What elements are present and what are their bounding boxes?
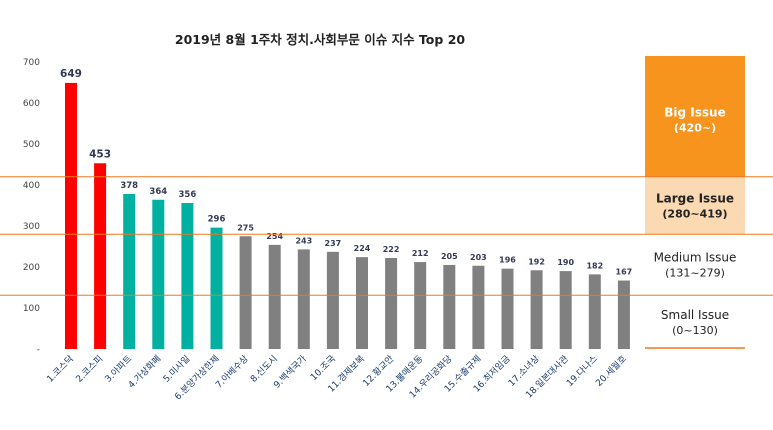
band-range-small-issue: (0~130) [672,324,718,337]
band-label-large-issue: Large Issue [656,192,734,206]
bar-value-label: 203 [470,253,487,262]
bar-value-label: 649 [60,68,82,80]
bar [356,257,368,349]
y-tick-label: 100 [23,304,40,314]
bar-value-label: 196 [499,256,516,265]
bar-value-label: 205 [441,252,458,261]
x-tick-label: 2.코스피 [74,353,105,384]
bar-value-label: 254 [266,232,283,241]
y-tick-label: 700 [23,58,40,68]
band-label-small-issue: Small Issue [661,308,729,322]
x-tick-label: 1.코스닥 [45,353,76,384]
bar [297,249,310,349]
y-tick-label: 400 [23,181,40,191]
bar-value-label: 378 [120,181,138,191]
bar [414,262,427,349]
x-tick-label: 19.다나스 [564,353,599,388]
bar [472,265,485,349]
bar [385,257,398,349]
x-tick-label: 20.세월호 [593,353,629,389]
bar [559,271,572,349]
bar [94,163,107,349]
bar-value-label: 296 [208,215,226,225]
bar-value-label: 237 [325,239,342,248]
band-label-big-issue: Big Issue [664,105,725,119]
bar [123,194,136,349]
bar [530,270,543,349]
band-label-medium-issue: Medium Issue [654,251,737,265]
bar-value-label: 243 [295,236,312,245]
threshold-lines [0,176,773,349]
bar [617,280,630,349]
bar [152,199,165,349]
issue-bands: Big Issue (420~) Large Issue (280~419) Mediu… [645,56,745,349]
bar-value-label: 356 [179,190,197,200]
bar [501,268,514,349]
bar [181,203,194,349]
y-tick-label: 200 [23,263,40,273]
band-range-large-issue: (280~419) [662,208,727,221]
value-labels: 649 453 378 364 356 296 275 254 243 237 224 222 212 2… [60,68,632,277]
x-tick-label: 10.조국 [308,353,338,383]
y-tick-label: - [37,345,40,355]
band-big-issue [645,56,745,177]
bar-value-label: 224 [354,244,371,253]
band-small-issue [645,295,745,349]
band-large-issue [645,176,745,235]
bar-value-label: 182 [586,261,603,270]
bar-value-label: 190 [557,258,574,267]
y-tick-label: 500 [23,140,40,150]
y-axis: - 100 200 300 400 500 600 700 [23,58,40,355]
bar [210,227,223,349]
bar-value-label: 275 [237,223,254,232]
y-tick-label: 600 [23,99,40,109]
bar-series [65,82,630,349]
bar [239,236,252,349]
bar [443,264,456,349]
bar-value-label: 222 [383,245,400,254]
bar [65,82,77,349]
chart-title: 2019년 8월 1주차 정치.사회부문 이슈 지수 Top 20 [175,32,465,47]
bar-value-label: 212 [412,249,429,258]
band-range-medium-issue: (131~279) [665,267,725,280]
bar-value-label: 192 [528,257,545,266]
band-range-big-issue: (420~) [674,121,716,134]
bar-value-label: 167 [616,268,633,277]
bar-value-label: 453 [89,148,111,160]
bar [588,274,601,349]
band-medium-issue [645,234,745,296]
x-axis-labels: 1.코스닥2.코스피3.아파트4.가상화폐5.미사일6.분양가상한제7.아베수상… [45,353,629,403]
bar [326,251,339,349]
bar [268,244,281,349]
bar-value-label: 364 [149,187,167,197]
y-tick-label: 300 [23,222,40,232]
